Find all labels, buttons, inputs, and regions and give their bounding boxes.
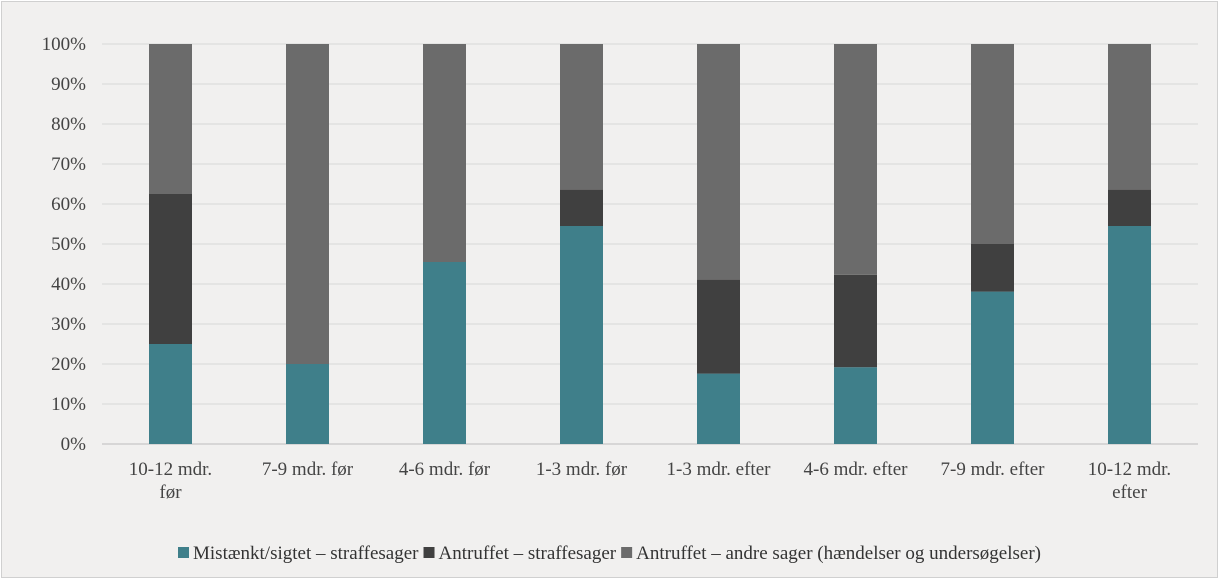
- y-tick-label: 60%: [51, 194, 86, 215]
- y-tick-label: 50%: [51, 234, 86, 255]
- y-tick-label: 90%: [51, 74, 86, 95]
- y-tick-label: 40%: [51, 274, 86, 295]
- y-tick-label: 20%: [51, 354, 86, 375]
- y-tick-label: 80%: [51, 114, 86, 135]
- bar-segment-series-3: [560, 44, 603, 190]
- bar-segment-series-3: [971, 44, 1014, 244]
- x-tick-label: 7-9 mdr. før: [262, 459, 354, 480]
- gridlines: [102, 43, 1198, 445]
- x-tick-label: før: [159, 482, 182, 503]
- y-tick-label: 0%: [61, 434, 87, 455]
- bar-segment-series-2: [1108, 189, 1151, 226]
- y-tick-label: 30%: [51, 314, 86, 335]
- legend-item: Antruffet – andre sager (hændelser og un…: [621, 543, 1041, 564]
- x-tick-label: 1-3 mdr. før: [536, 459, 628, 480]
- x-tick-label: 4-6 mdr. før: [399, 459, 491, 480]
- legend-swatch: [621, 547, 633, 558]
- legend: Mistænkt/sigtet – straffesager Antruffet …: [178, 543, 1041, 564]
- y-tick-label: 10%: [51, 394, 86, 415]
- bar-segment-series-2: [834, 274, 877, 368]
- bar-segment-series-1: [697, 373, 740, 444]
- legend-item: Mistænkt/sigtet – straffesager: [178, 543, 419, 564]
- bar-segment-series-1: [149, 344, 192, 444]
- bar-segment-series-2: [697, 279, 740, 374]
- legend-label: Antruffet – straffesager: [439, 543, 617, 564]
- bar-segment-series-1: [834, 367, 877, 444]
- bar-segment-series-3: [423, 44, 466, 262]
- legend-item: Antruffet – straffesager: [423, 543, 617, 564]
- y-tick-label: 70%: [51, 154, 86, 175]
- bar-segment-series-1: [1108, 226, 1151, 444]
- bar-segment-series-2: [560, 189, 603, 226]
- x-tick-label: 10-12 mdr.: [129, 459, 212, 480]
- bar-segment-series-1: [423, 262, 466, 444]
- x-tick-label: 4-6 mdr. efter: [804, 459, 909, 480]
- bar-segment-series-3: [697, 44, 740, 280]
- bar-segment-series-3: [286, 44, 329, 364]
- legend-label: Antruffet – andre sager (hændelser og un…: [636, 543, 1041, 564]
- y-axis-ticks: 0% 10% 20% 30% 40% 50% 60% 70% 80% 90% 100%: [42, 34, 87, 455]
- bar-segment-series-1: [971, 291, 1014, 444]
- y-tick-label: 100%: [42, 34, 87, 55]
- x-tick-label: 10-12 mdr.: [1088, 459, 1171, 480]
- bar-segment-series-1: [286, 364, 329, 444]
- x-tick-label: efter: [1112, 482, 1147, 503]
- bar-segment-series-3: [149, 44, 192, 194]
- bar-segment-series-1: [560, 226, 603, 444]
- x-tick-label: 7-9 mdr. efter: [941, 459, 1046, 480]
- bar-segment-series-3: [834, 44, 877, 275]
- bar-segment-series-3: [1108, 44, 1151, 190]
- legend-label: Mistænkt/sigtet – straffesager: [193, 543, 419, 564]
- bars: [149, 44, 1151, 444]
- bar-segment-series-2: [971, 244, 1014, 292]
- x-tick-label: 1-3 mdr. efter: [667, 459, 772, 480]
- legend-swatch: [178, 547, 189, 558]
- bar-segment-series-2: [149, 194, 192, 344]
- legend-swatch: [423, 547, 435, 558]
